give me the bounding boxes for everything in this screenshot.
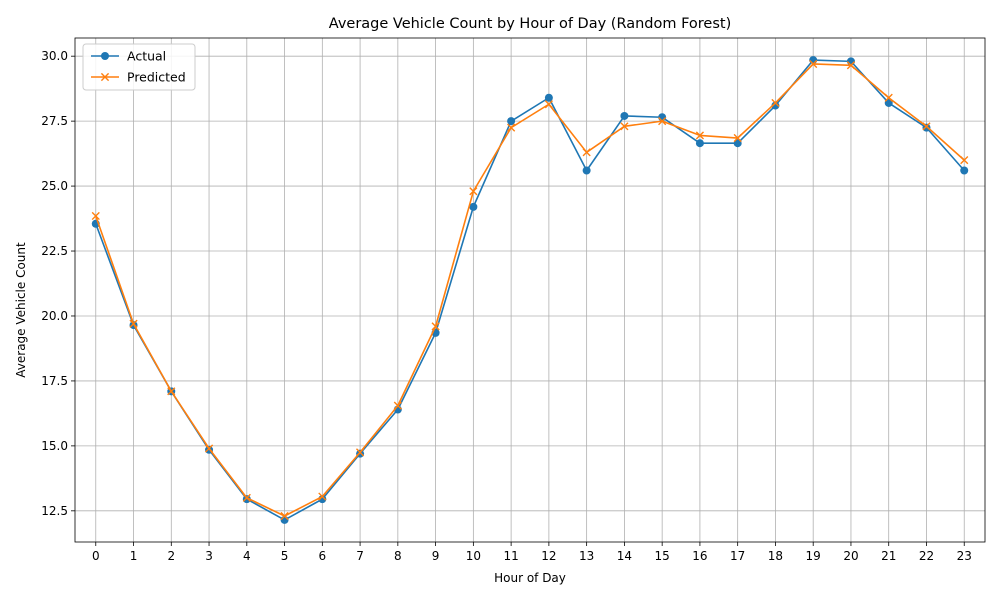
y-tick-label: 12.5	[41, 504, 68, 518]
x-tick-label: 17	[730, 549, 745, 563]
data-point-predicted	[431, 322, 440, 331]
y-tick-label: 25.0	[41, 179, 68, 193]
x-tick-label: 11	[503, 549, 518, 563]
x-tick-label: 1	[130, 549, 138, 563]
x-tick-label: 0	[92, 549, 100, 563]
x-tick-label: 3	[205, 549, 213, 563]
data-point-predicted	[544, 100, 553, 109]
data-point-actual	[884, 98, 893, 107]
data-point-actual	[582, 166, 591, 175]
data-point-predicted	[960, 156, 969, 165]
data-point-actual	[960, 166, 969, 175]
legend-marker-predicted	[100, 72, 110, 82]
data-point-predicted	[393, 401, 402, 410]
data-point-predicted	[884, 93, 893, 102]
grid	[75, 38, 985, 542]
data-point-predicted	[91, 211, 100, 221]
x-tick-label: 20	[843, 549, 858, 563]
y-tick-label: 27.5	[41, 114, 68, 128]
data-point-actual	[280, 515, 289, 524]
data-point-actual	[771, 101, 780, 110]
x-tick-label: 14	[617, 549, 632, 563]
x-axis-ticks: 0 1 2 3 4 5 6 7 8 9 10 11 12 13 14 15 16 17 18 19 20 21 22 23	[92, 542, 972, 563]
y-tick-label: 30.0	[41, 49, 68, 63]
data-point-actual	[469, 202, 478, 211]
data-point-predicted	[280, 511, 289, 521]
y-tick-label: 17.5	[41, 374, 68, 388]
data-point-predicted	[733, 133, 742, 143]
data-point-actual	[695, 139, 704, 148]
x-tick-label: 10	[466, 549, 481, 563]
y-tick-label: 22.5	[41, 244, 68, 258]
data-point-predicted	[242, 493, 251, 502]
series-layer	[91, 56, 969, 524]
data-point-actual	[809, 56, 818, 65]
x-tick-label: 6	[319, 549, 327, 563]
x-tick-label: 16	[692, 549, 707, 563]
y-tick-label: 15.0	[41, 439, 68, 453]
data-point-predicted	[469, 187, 478, 196]
x-tick-label: 2	[167, 549, 175, 563]
legend: Actual Predicted	[82, 43, 196, 91]
data-point-actual	[658, 113, 667, 122]
legend-label-actual: Actual	[127, 49, 166, 64]
chart-title: Average Vehicle Count by Hour of Day (Ra…	[329, 16, 732, 32]
data-point-predicted	[658, 117, 667, 126]
series-actual	[91, 56, 969, 524]
series-line-actual	[95, 59, 965, 521]
data-point-predicted	[204, 444, 214, 453]
data-point-predicted	[771, 98, 780, 108]
x-axis-label: Hour of Day	[494, 571, 566, 585]
x-tick-label: 22	[919, 549, 934, 563]
data-point-actual	[846, 57, 855, 66]
data-point-predicted	[922, 122, 931, 131]
y-axis-ticks: 12.5 15.0 17.5 20.0 22.5 25.0 27.5 30.0	[41, 49, 75, 518]
y-tick-label: 20.0	[41, 309, 68, 323]
x-tick-label: 15	[655, 549, 670, 563]
data-point-actual	[620, 111, 629, 120]
legend-label-predicted: Predicted	[127, 70, 186, 85]
data-point-predicted	[318, 492, 327, 501]
x-tick-label: 21	[881, 549, 896, 563]
data-point-actual	[733, 139, 742, 148]
data-point-predicted	[167, 387, 176, 396]
x-tick-label: 23	[957, 549, 972, 563]
legend-item-actual: Actual	[91, 49, 166, 64]
data-point-predicted	[582, 148, 591, 157]
data-point-predicted	[355, 448, 365, 457]
x-tick-label: 7	[356, 549, 364, 563]
plot-area	[74, 37, 986, 543]
x-tick-label: 18	[768, 549, 783, 563]
series-line-predicted	[95, 63, 965, 517]
data-point-predicted	[129, 319, 138, 328]
x-tick-label: 12	[541, 549, 556, 563]
y-axis-label: Average Vehicle Count	[14, 242, 28, 378]
data-point-actual	[507, 117, 516, 126]
x-tick-label: 19	[806, 549, 821, 563]
data-point-predicted	[809, 59, 818, 69]
x-tick-label: 8	[394, 549, 402, 563]
series-predicted	[91, 59, 969, 521]
data-point-predicted	[507, 123, 516, 132]
data-point-predicted	[620, 122, 629, 131]
x-tick-label: 4	[243, 549, 251, 563]
data-point-predicted	[846, 61, 856, 70]
data-point-actual	[544, 93, 553, 102]
legend-marker-actual	[101, 52, 109, 60]
x-tick-label: 5	[281, 549, 289, 563]
data-point-actual	[242, 495, 251, 504]
data-point-predicted	[695, 131, 705, 140]
x-tick-label: 13	[579, 549, 594, 563]
x-tick-label: 9	[432, 549, 440, 563]
legend-item-predicted: Predicted	[91, 70, 186, 85]
